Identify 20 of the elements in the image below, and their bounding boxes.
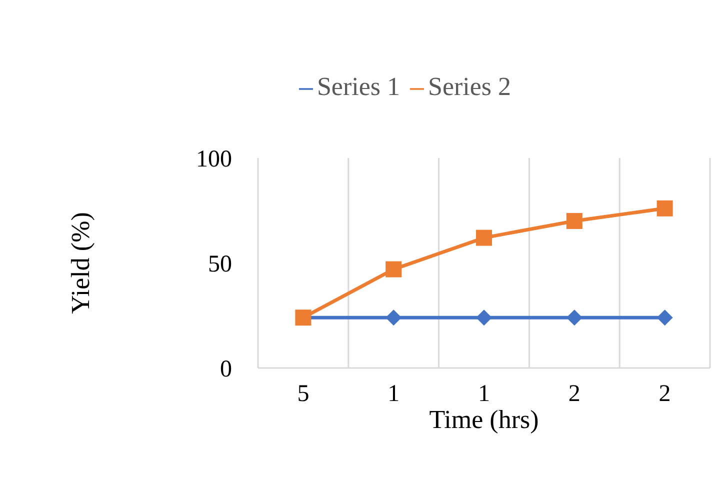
point bbox=[656, 200, 673, 216]
y-tick-label: 50 bbox=[208, 252, 232, 278]
x-axis-title: Time (hrs) bbox=[429, 405, 539, 434]
x-tick-label: 1 bbox=[478, 381, 490, 408]
legend-label: Series 2 bbox=[428, 72, 512, 101]
point bbox=[656, 310, 673, 326]
y-tick-label: 100 bbox=[196, 146, 232, 173]
point bbox=[386, 261, 402, 278]
point bbox=[566, 213, 582, 229]
x-tick-label: 5 bbox=[297, 381, 310, 408]
point bbox=[566, 310, 582, 326]
legend-label: Series 1 bbox=[316, 72, 400, 101]
x-tick-label: 2 bbox=[658, 381, 671, 408]
y-tick-label: 0 bbox=[220, 356, 232, 383]
point bbox=[476, 310, 492, 326]
point bbox=[476, 230, 492, 246]
point bbox=[386, 310, 402, 326]
x-tick-label: 1 bbox=[388, 381, 400, 408]
y-axis-title: Yield (%) bbox=[66, 212, 96, 314]
x-tick-label: 2 bbox=[568, 381, 580, 408]
